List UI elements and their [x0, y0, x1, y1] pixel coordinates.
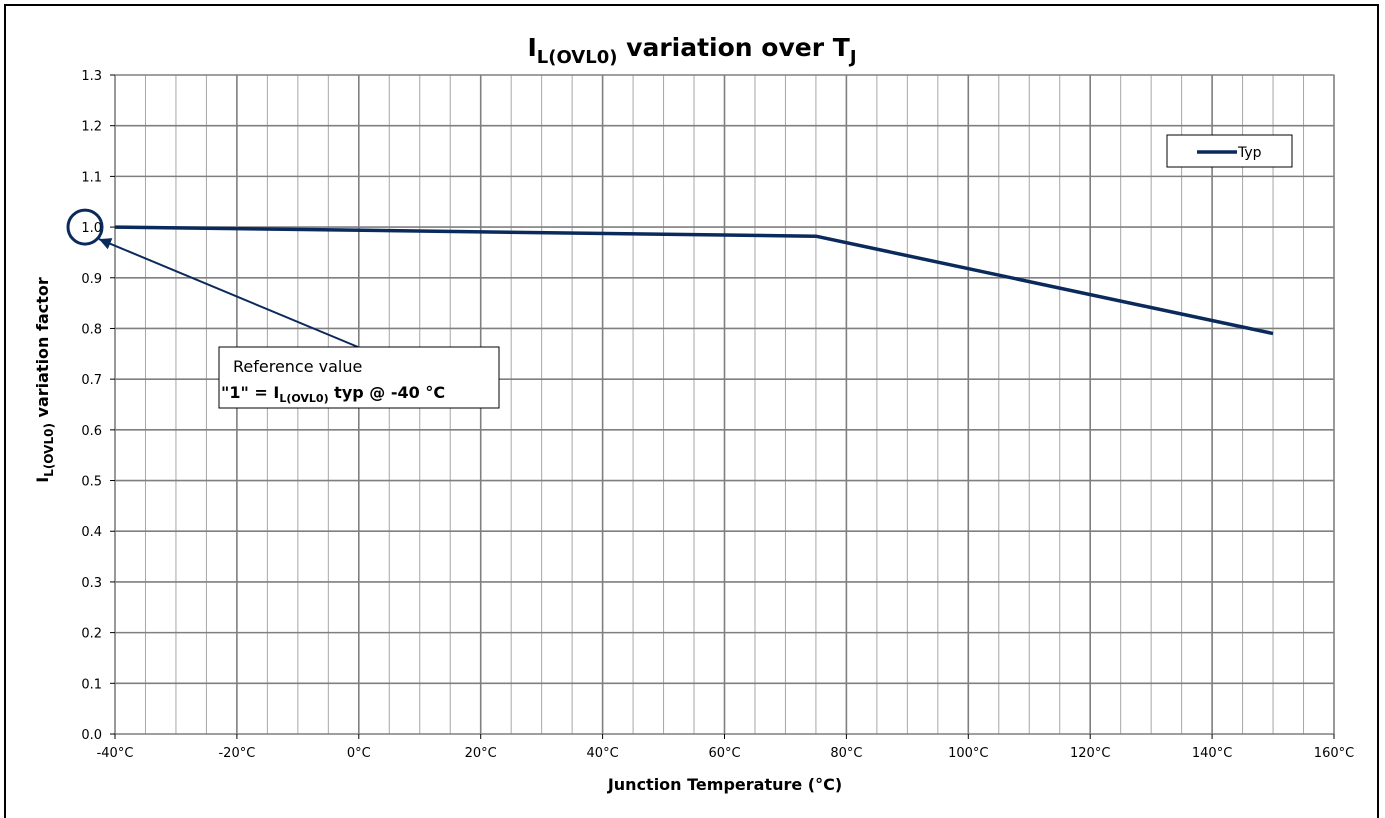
reference-circle: [66, 208, 104, 246]
y-tick-label: 1.2: [81, 120, 102, 135]
chart-frame: [4, 4, 1379, 818]
x-tick-label: 140°C: [1192, 746, 1232, 761]
chart-title: IL(OVL0) variation over TJ: [527, 33, 856, 68]
x-tick-label: 80°C: [830, 746, 862, 761]
reference-annotation: Reference value "1" = IL(OVL0) typ @ -40…: [66, 208, 500, 409]
y-axis-title-main: I: [33, 477, 52, 483]
y-axis-title: IL(OVL0) variation factor: [33, 277, 56, 483]
x-tick-label: -40°C: [97, 746, 134, 761]
x-axis-tick-labels: -40°C -20°C 0°C 20°C 40°C 60°C 80°C 100°C 120°C 1…: [97, 734, 1354, 761]
y-tick-label: 0.6: [81, 424, 102, 439]
y-tick-label: 0.7: [81, 373, 102, 388]
annotation-box: [218, 346, 500, 409]
x-tick-label: -20°C: [218, 746, 255, 761]
legend: Typ: [1166, 134, 1293, 168]
y-tick-label: 1.1: [81, 170, 102, 185]
chart-title-sub: L(OVL0): [537, 47, 618, 68]
x-tick-label: 60°C: [708, 746, 740, 761]
chart-title-tail-sub: J: [848, 47, 857, 68]
series-layer: [114, 225, 1274, 336]
y-tick-label: 0.5: [81, 475, 102, 490]
series-line-typ: [114, 225, 1274, 336]
annotation-line2: "1" = IL(OVL0) typ @ -40 °C: [221, 383, 445, 405]
y-tick-label: 0.4: [81, 525, 102, 540]
x-tick-label: 0°C: [347, 746, 371, 761]
y-axis-title-rest: variation factor: [33, 277, 52, 423]
reference-arrow-line: [98, 238, 359, 348]
x-tick-label: 40°C: [587, 746, 619, 761]
annotation-line2-sub: L(OVL0): [279, 392, 328, 405]
annotation-line2-suffix: typ @ -40 °C: [329, 383, 445, 402]
reference-arrow-head: [99, 238, 113, 250]
legend-label-typ: Typ: [1237, 145, 1262, 161]
y-tick-label: 0.1: [81, 677, 102, 692]
x-tick-label: 120°C: [1070, 746, 1110, 761]
x-axis-title: Junction Temperature (°C): [607, 775, 842, 794]
y-axis-title-sub: L(OVL0): [42, 423, 56, 477]
y-tick-label: 1.3: [81, 69, 102, 84]
x-tick-label: 100°C: [948, 746, 988, 761]
y-tick-label: 0.2: [81, 627, 102, 642]
y-tick-label: 0.0: [81, 728, 102, 743]
x-tick-label: 20°C: [465, 746, 497, 761]
y-axis-tick-labels: 0.0 0.1 0.2 0.3 0.4 0.5 0.6 0.7 0.8 0.9 1.0 1.1 1.2 1…: [81, 69, 115, 743]
y-tick-label: 0.8: [81, 322, 102, 337]
x-tick-label: 160°C: [1314, 746, 1354, 761]
chart-title-middle: variation over T: [617, 33, 849, 62]
y-tick-label: 0.3: [81, 576, 102, 591]
annotation-line1: Reference value: [233, 357, 362, 376]
annotation-line2-prefix: "1" = I: [221, 383, 279, 402]
y-tick-label: 1.0: [81, 221, 102, 236]
chart-title-main: I: [527, 33, 536, 62]
y-tick-label: 0.9: [81, 272, 102, 287]
